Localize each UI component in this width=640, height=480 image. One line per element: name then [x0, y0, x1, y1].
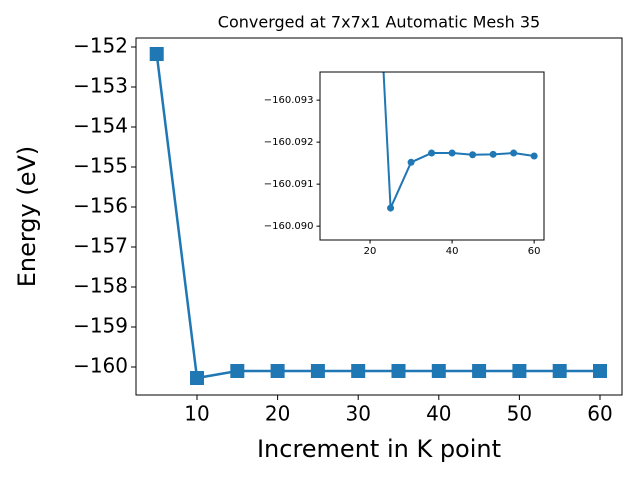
x-tick-label: 50 [507, 402, 532, 426]
data-marker [510, 149, 518, 157]
data-marker [391, 364, 406, 378]
axes-frame [319, 71, 545, 241]
x-tick-label: 10 [184, 402, 209, 426]
data-marker [407, 158, 415, 166]
data-marker [448, 149, 456, 157]
data-marker [592, 364, 607, 378]
data-marker [472, 364, 487, 378]
x-tick-label: 30 [345, 402, 370, 426]
data-marker [552, 364, 567, 378]
data-marker [270, 364, 285, 378]
y-tick-label: −160 [73, 354, 128, 378]
data-marker [428, 149, 436, 157]
y-tick-label: −154 [73, 114, 128, 138]
data-marker [190, 371, 205, 385]
axes-frame [135, 37, 623, 396]
data-marker [530, 152, 538, 160]
y-tick-label: −158 [73, 274, 128, 298]
data-marker [149, 47, 164, 61]
data-marker [310, 364, 325, 378]
x-tick-label: 20 [364, 246, 377, 257]
y-tick-label: −160.091 [264, 179, 314, 190]
y-tick-label: −160.093 [264, 95, 314, 106]
data-marker [512, 364, 527, 378]
plot-area [382, 72, 538, 212]
y-tick-label: −160.090 [264, 221, 314, 232]
data-marker [230, 364, 245, 378]
y-tick-label: −155 [73, 154, 128, 178]
plot-area [149, 47, 607, 385]
x-tick-label: 40 [426, 402, 451, 426]
y-tick-label: −153 [73, 74, 128, 98]
x-tick-label: 40 [446, 246, 459, 257]
chart-title: Converged at 7x7x1 Automatic Mesh 35 [218, 13, 540, 32]
y-axis-label: Energy (eV) [13, 146, 41, 288]
x-tick-label: 60 [528, 246, 541, 257]
data-marker [431, 364, 446, 378]
data-marker [469, 151, 477, 159]
y-tick-label: −157 [73, 234, 128, 258]
data-marker [351, 364, 366, 378]
x-axis-label: Increment in K point [257, 435, 501, 463]
y-tick-label: −159 [73, 314, 128, 338]
y-tick-label: −160.092 [264, 137, 314, 148]
data-marker [489, 150, 497, 158]
y-tick-label: −152 [73, 34, 128, 58]
y-tick-label: −156 [73, 194, 128, 218]
data-marker [387, 204, 395, 212]
x-tick-label: 20 [265, 402, 290, 426]
x-tick-label: 60 [587, 402, 612, 426]
